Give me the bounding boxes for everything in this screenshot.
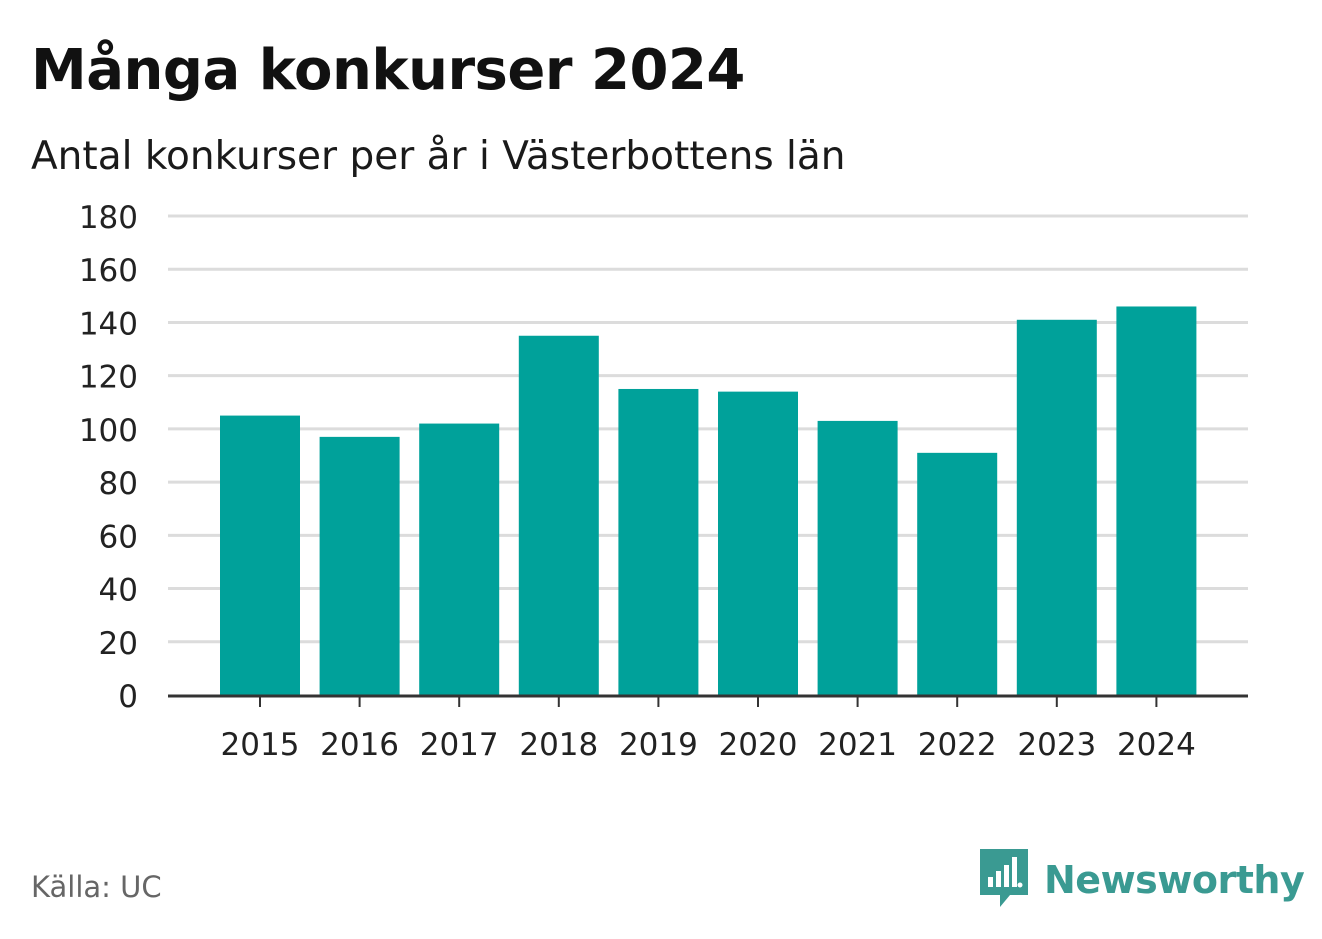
chart-title: Många konkurser 2024 bbox=[31, 38, 745, 103]
y-tick-label: 40 bbox=[99, 573, 138, 609]
brand-logo: Newsworthy bbox=[980, 849, 1305, 911]
bar-2016 bbox=[319, 436, 400, 695]
x-tick-label: 2019 bbox=[619, 727, 698, 763]
bar-2021 bbox=[817, 420, 898, 695]
y-tick-label: 120 bbox=[79, 360, 138, 396]
bar-2024 bbox=[1116, 306, 1197, 695]
x-tick-label: 2017 bbox=[420, 727, 499, 763]
x-tick-label: 2016 bbox=[320, 727, 399, 763]
y-tick-label: 60 bbox=[99, 519, 138, 555]
brand-name: Newsworthy bbox=[1044, 858, 1305, 902]
chart-subtitle: Antal konkurser per år i Västerbottens l… bbox=[31, 134, 846, 179]
y-tick-label: 20 bbox=[99, 626, 138, 662]
y-tick-label: 80 bbox=[99, 466, 138, 502]
bar-2015 bbox=[220, 415, 300, 695]
y-tick-label: 100 bbox=[79, 413, 138, 449]
x-tick-label: 2015 bbox=[221, 727, 300, 763]
y-tick-label: 0 bbox=[118, 679, 138, 715]
y-tick-label: 160 bbox=[79, 253, 138, 289]
y-tick-label: 180 bbox=[79, 200, 138, 236]
bar-2017 bbox=[419, 423, 500, 695]
bar-2020 bbox=[718, 391, 798, 695]
x-tick-label: 2020 bbox=[719, 727, 798, 763]
x-tick-label: 2024 bbox=[1117, 727, 1196, 763]
newsworthy-logo-icon bbox=[980, 849, 1028, 907]
source-note: Källa: UC bbox=[31, 870, 162, 904]
y-tick-label: 140 bbox=[79, 306, 138, 342]
x-tick-label: 2023 bbox=[1017, 727, 1096, 763]
x-tick-label: 2018 bbox=[519, 727, 598, 763]
bar-2023 bbox=[1016, 319, 1097, 695]
x-tick-label: 2022 bbox=[918, 727, 997, 763]
bar-2022 bbox=[917, 452, 998, 695]
x-tick-label: 2021 bbox=[818, 727, 897, 763]
bar-2019 bbox=[618, 388, 699, 695]
bar-2018 bbox=[518, 335, 599, 695]
